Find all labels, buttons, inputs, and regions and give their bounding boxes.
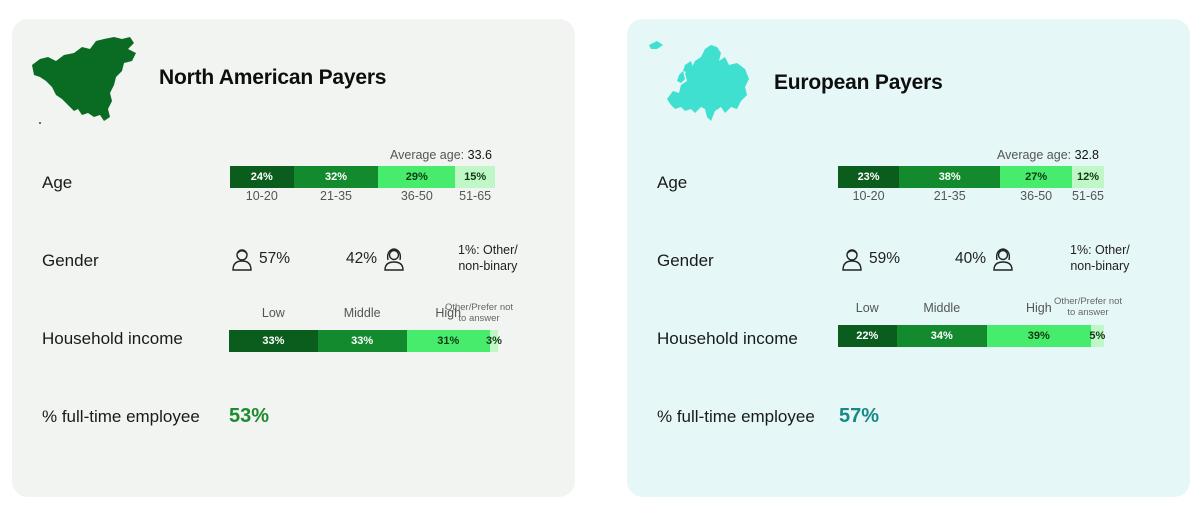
gender-other-line1: 1%: Other/ (458, 243, 518, 257)
card-title: North American Payers (159, 66, 387, 89)
income-other-label: Other/Prefer not to answer (1043, 296, 1133, 319)
bar-segment: 27% (1000, 166, 1073, 188)
gender-other: 1%: Other/ non-binary (1070, 243, 1130, 274)
gender-male: 59% (841, 247, 900, 271)
income-other-line1: Other/Prefer not (444, 302, 514, 313)
age-label: Age (42, 173, 73, 192)
category-label: Low (261, 306, 285, 320)
average-age: Average age: 33.6 (390, 148, 492, 162)
bar-segment: 31% (406, 330, 490, 352)
europe-card: European Payers Age Average age: 32.8 23… (627, 19, 1190, 497)
person-icon (842, 249, 862, 271)
income-bar: 33% 33% 31% 3% (229, 330, 502, 352)
average-age-value: 32.8 (1074, 148, 1099, 162)
person-long-hair-icon (384, 248, 404, 271)
gender-other: 1%: Other/ non-binary (458, 243, 518, 274)
bar-segment: 32% (293, 166, 379, 188)
gender-other-line1: 1%: Other/ (1070, 243, 1130, 257)
income-other-line2: to answer (458, 312, 500, 324)
average-age: Average age: 32.8 (997, 148, 1099, 162)
bar-segment: 39% (986, 325, 1091, 347)
gender-other-line2: non-binary (458, 258, 518, 273)
gender-label: Gender (42, 251, 99, 270)
fulltime-value: 57% (839, 405, 880, 427)
income-bar: 22% 34% 39% 5% (838, 325, 1105, 347)
category-label: 36-50 (400, 189, 433, 203)
income-other-label: Other/Prefer not to answer (434, 302, 524, 325)
average-age-value: 33.6 (467, 148, 492, 162)
bar-segment: 22% (838, 325, 897, 347)
category-label: Middle (923, 301, 961, 315)
age-bar: 23% 38% 27% 12% (838, 166, 1104, 188)
bar-segment: 12% (1072, 166, 1104, 188)
north-america-map-icon (32, 37, 136, 124)
card-title: European Payers (774, 71, 943, 94)
household-income-label: Household income (42, 329, 183, 348)
category-label: 51-65 (1072, 189, 1105, 203)
average-age-prefix: Average age: (390, 148, 465, 162)
category-label: 10-20 (852, 189, 885, 203)
person-icon (232, 249, 252, 271)
gender-other-line2: non-binary (1070, 258, 1130, 273)
category-label: 21-35 (933, 189, 966, 203)
category-label: Low (855, 301, 879, 315)
bar-segment: 33% (317, 330, 407, 352)
gender-female: 40% (955, 247, 1014, 271)
bar-segment: 23% (838, 166, 900, 188)
gender-male-value: 57% (259, 250, 291, 267)
bar-segment: 34% (896, 325, 987, 347)
income-other-line2: to answer (1067, 306, 1109, 318)
bar-segment: 29% (378, 166, 456, 188)
age-label: Age (657, 173, 688, 192)
gender-label: Gender (657, 251, 714, 270)
fulltime-label: % full-time employee (42, 407, 200, 426)
category-label: 10-20 (245, 189, 278, 203)
bar-segment: 5% (1089, 325, 1105, 347)
category-label: High (1025, 301, 1052, 315)
income-other-line1: Other/Prefer not (1053, 296, 1123, 307)
bar-segment: 24% (230, 166, 294, 188)
category-label: 21-35 (320, 189, 352, 203)
category-label: 51-65 (459, 189, 492, 203)
fulltime-label: % full-time employee (657, 407, 815, 426)
person-long-hair-icon (993, 248, 1013, 271)
bar-segment: 15% (455, 166, 495, 188)
bar-segment: 38% (899, 166, 1001, 188)
age-bar: 24% 32% 29% 15% (230, 166, 495, 188)
europe-map-icon (649, 41, 749, 121)
gender-male-value: 59% (869, 250, 901, 267)
fulltime-value: 53% (229, 405, 270, 427)
average-age-prefix: Average age: (997, 148, 1072, 162)
gender-male: 57% (231, 247, 290, 271)
category-label: 36-50 (1020, 189, 1053, 203)
gender-female-value: 42% (346, 250, 378, 267)
gender-female-value: 40% (955, 250, 987, 267)
category-label: High (435, 306, 462, 320)
north-america-card: North American Payers Age Average age: 3… (12, 19, 575, 497)
category-label: Middle (343, 306, 381, 320)
household-income-label: Household income (657, 329, 798, 348)
bar-segment: 3% (486, 330, 502, 352)
bar-segment: 33% (229, 330, 318, 352)
gender-female: 42% (346, 247, 405, 271)
